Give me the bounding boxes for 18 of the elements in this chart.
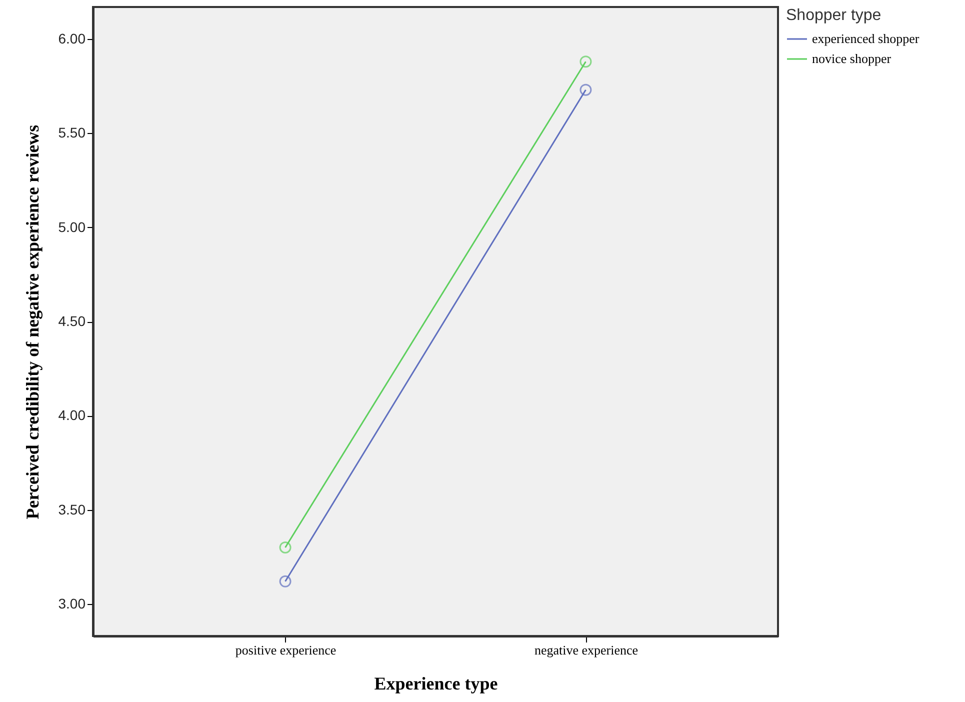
legend-label: experienced shopper (812, 31, 920, 46)
y-tick-label: 4.50 (58, 313, 86, 329)
y-tick-label: 6.00 (58, 30, 86, 47)
legend-label: novice shopper (812, 51, 892, 66)
y-axis-title: Perceived credibility of negative experience reviews (22, 124, 42, 520)
legend-title: Shopper type (786, 7, 882, 24)
x-tick-label: positive experience (235, 642, 336, 658)
point (279, 542, 292, 554)
y-tick-label: 3.00 (58, 595, 86, 612)
x-axis-title: Experience type (374, 674, 498, 694)
point (580, 84, 592, 96)
point (279, 575, 292, 588)
x-tick-label: negative experience (534, 642, 638, 658)
y-tick-label: 5.00 (58, 218, 86, 235)
y-tick-label: 4.00 (58, 407, 86, 424)
y-tick-label: 5.50 (58, 124, 86, 141)
y-tick-label: 3.50 (58, 501, 86, 518)
point (580, 56, 592, 68)
